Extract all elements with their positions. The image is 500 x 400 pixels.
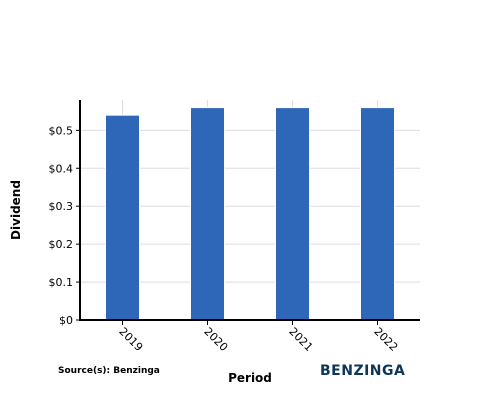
y-tick-label: $0.2 — [49, 238, 74, 251]
x-axis-title: Period — [228, 371, 272, 385]
x-tick-label: 2020 — [201, 325, 230, 354]
x-tick-label: 2019 — [116, 325, 145, 354]
x-tick-labels: 2019 2020 2021 2022 — [116, 325, 400, 354]
y-tick-label: $0.3 — [49, 200, 74, 213]
bar-2022 — [360, 107, 395, 321]
bars — [105, 107, 395, 321]
y-tick-label: $0.5 — [49, 124, 74, 137]
y-tick-label: $0.4 — [49, 162, 74, 175]
y-axis-title: Dividend — [9, 180, 23, 240]
benzinga-logo: BENZINGA — [320, 363, 405, 379]
axes — [76, 100, 420, 325]
bar-2020 — [190, 107, 225, 321]
x-tick-label: 2021 — [286, 325, 315, 354]
bar-2021 — [275, 107, 310, 321]
y-tick-label: $0.1 — [49, 276, 74, 289]
bar-2019 — [105, 114, 140, 321]
source-note: Source(s): Benzinga — [58, 366, 160, 376]
y-tick-labels: $0 $0.1 $0.2 $0.3 $0.4 $0.5 — [49, 124, 74, 327]
x-tick-label: 2022 — [371, 325, 400, 354]
y-tick-label: $0 — [59, 314, 73, 327]
